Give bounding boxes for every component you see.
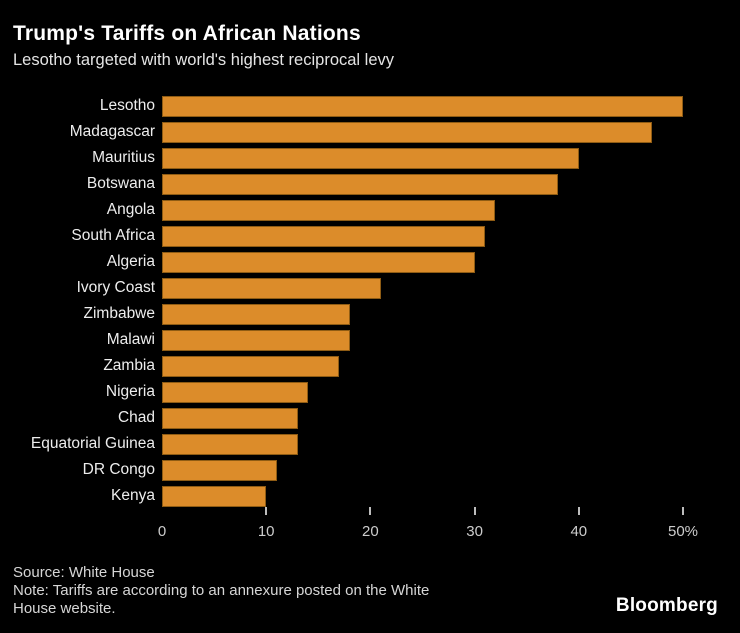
category-label: Chad (117, 409, 155, 426)
note-text: Note: Tariffs are according to an annexu… (13, 582, 429, 618)
bar-row: Botswana (0, 171, 740, 197)
category-label: Mauritius (92, 149, 155, 166)
bar (162, 121, 652, 143)
bar-row: Malawi (0, 327, 740, 353)
x-axis-tick (369, 507, 372, 515)
bar (162, 355, 340, 377)
note-line-2: House website. (13, 600, 116, 617)
x-axis-tick (265, 507, 268, 515)
category-label: Nigeria (105, 383, 155, 400)
bar (162, 485, 267, 507)
category-label: South Africa (71, 227, 155, 244)
bar (162, 251, 475, 273)
bar (162, 225, 485, 247)
bar (162, 95, 683, 117)
x-axis-tick-label: 10 (257, 523, 275, 540)
x-axis: 0 10 20 30 40 50% (158, 506, 722, 546)
bar-row: Equatorial Guinea (0, 431, 740, 457)
bar-chart: Lesotho Madagascar Mauritius Botswana Angola… (0, 93, 740, 509)
x-axis-tick-label: 50% (667, 523, 699, 540)
chart-title: Trump's Tariffs on African Nations (13, 22, 361, 45)
chart-subtitle: Lesotho targeted with world's highest re… (13, 51, 395, 69)
bar-row: Zambia (0, 353, 740, 379)
bar (162, 329, 350, 351)
category-label: Lesotho (99, 97, 155, 114)
bar-row: Lesotho (0, 93, 740, 119)
x-axis-tick (473, 507, 476, 515)
category-label: Botswana (86, 175, 155, 192)
x-axis-tick-label: 30 (466, 523, 483, 540)
category-label: Algeria (106, 253, 155, 270)
category-label: Zambia (103, 357, 155, 374)
category-label: Malawi (106, 331, 155, 348)
x-axis-tick (577, 507, 580, 515)
bar (162, 199, 496, 221)
bar (162, 303, 350, 325)
bar (162, 381, 308, 403)
bar-row: Mauritius (0, 145, 740, 171)
bar (162, 277, 381, 299)
bar (162, 147, 579, 169)
category-label: Equatorial Guinea (30, 435, 155, 452)
bar-row: Chad (0, 405, 740, 431)
bar-row: DR Congo (0, 457, 740, 483)
bar-row: South Africa (0, 223, 740, 249)
category-label: Ivory Coast (76, 279, 155, 296)
category-label: Kenya (111, 487, 155, 504)
x-axis-tick-label: 40 (570, 523, 588, 540)
bar-row: Nigeria (0, 379, 740, 405)
x-axis-tick-label: 20 (362, 523, 379, 540)
bar (162, 173, 558, 195)
bar (162, 407, 298, 429)
note-line-1: Note: Tariffs are according to an annexu… (13, 582, 430, 599)
bar-row: Algeria (0, 249, 740, 275)
bar-row: Angola (0, 197, 740, 223)
bar-row: Ivory Coast (0, 275, 740, 301)
bar (162, 459, 277, 481)
bloomberg-logo: Bloomberg (615, 595, 718, 616)
bar (162, 433, 298, 455)
bar-row: Madagascar (0, 119, 740, 145)
bar-row: Kenya (0, 483, 740, 509)
source-text: Source: White House (13, 564, 155, 581)
x-axis-tick (682, 507, 684, 515)
bar-row: Zimbabwe (0, 301, 740, 327)
x-axis-tick-label: 0 (157, 523, 167, 540)
category-label: Madagascar (69, 123, 155, 140)
category-label: Angola (106, 201, 155, 218)
category-label: DR Congo (82, 461, 155, 478)
category-label: Zimbabwe (83, 305, 156, 322)
